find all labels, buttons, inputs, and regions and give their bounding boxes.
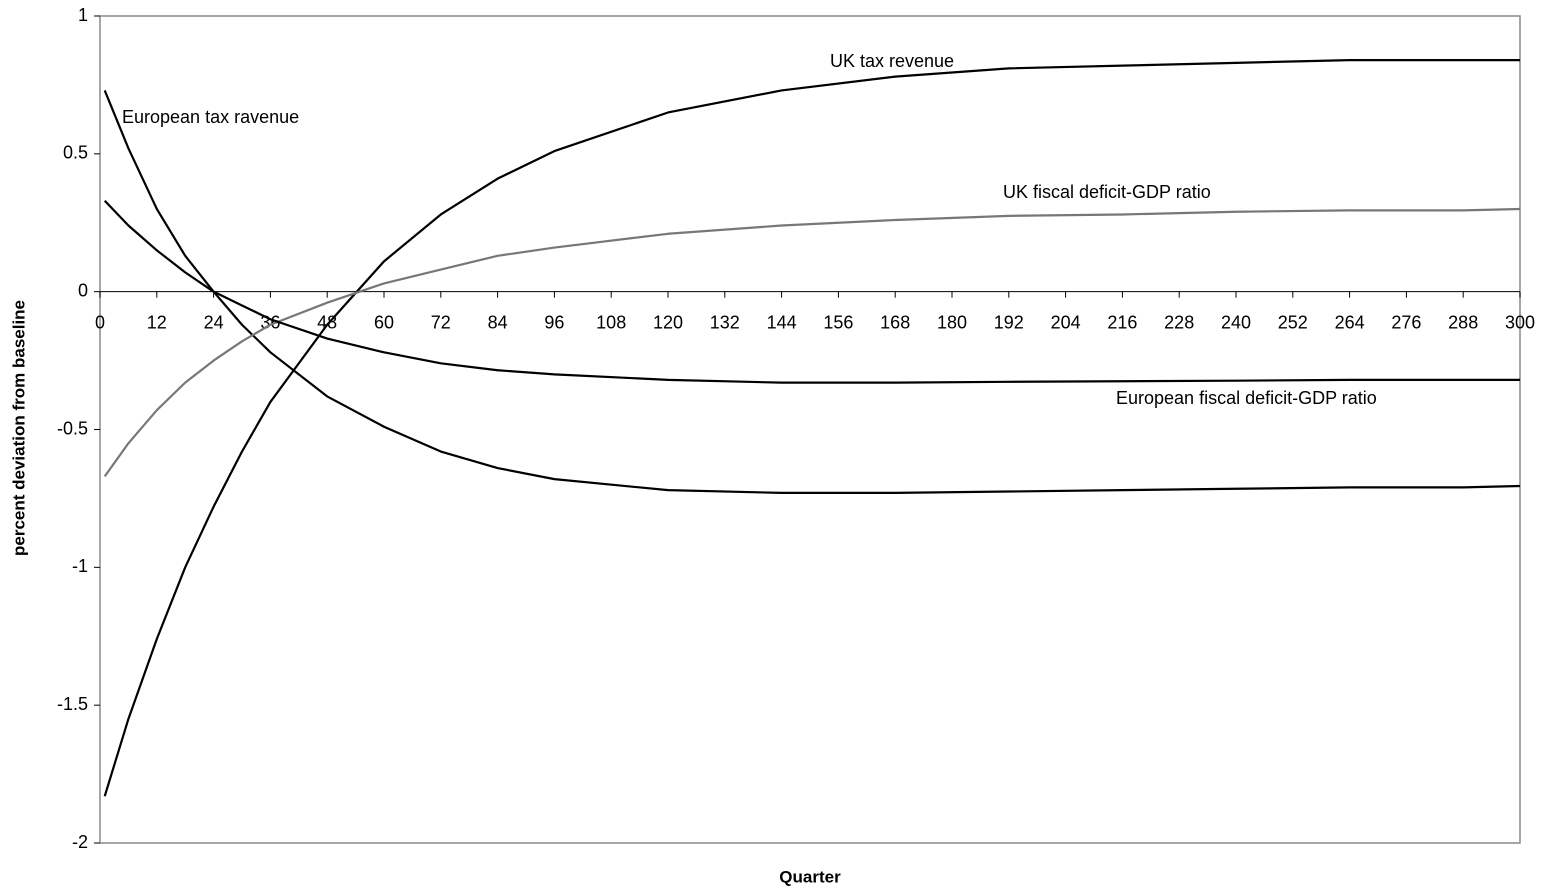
x-axis-title: Quarter <box>779 867 841 886</box>
x-tick-label: 132 <box>710 312 740 332</box>
y-tick-label: 0.5 <box>63 143 88 163</box>
x-tick-label: 24 <box>204 312 224 332</box>
x-tick-label: 12 <box>147 312 167 332</box>
x-tick-label: 168 <box>880 312 910 332</box>
x-tick-label: 120 <box>653 312 683 332</box>
y-tick-label: -0.5 <box>57 418 88 438</box>
series-line <box>103 90 1521 494</box>
x-tick-label: 60 <box>374 312 394 332</box>
x-tick-label: 288 <box>1448 312 1478 332</box>
x-tick-label: 144 <box>767 312 797 332</box>
x-tick-label: 192 <box>994 312 1024 332</box>
plot-frame <box>99 15 1521 844</box>
x-tick-label: 156 <box>823 312 853 332</box>
x-tick-label: 264 <box>1335 312 1365 332</box>
x-tick-label: 300 <box>1505 312 1535 332</box>
x-tick-label: 204 <box>1051 312 1081 332</box>
y-tick-label: 1 <box>78 5 88 25</box>
series-line <box>103 207 1521 478</box>
x-tick-label: 240 <box>1221 312 1251 332</box>
x-tick-label: 216 <box>1107 312 1137 332</box>
x-tick-label: 252 <box>1278 312 1308 332</box>
y-tick-label: 0 <box>78 280 88 300</box>
x-tick-label: 48 <box>317 312 337 332</box>
y-tick-label: -1.5 <box>57 694 88 714</box>
x-tick-label: 84 <box>488 312 508 332</box>
series-label: European tax ravenue <box>122 107 299 127</box>
x-tick-label: 180 <box>937 312 967 332</box>
x-tick-label: 0 <box>95 312 105 332</box>
y-tick-label: -2 <box>72 832 88 852</box>
series-line <box>103 59 1520 797</box>
y-tick-label: -1 <box>72 556 88 576</box>
x-tick-label: 96 <box>544 312 564 332</box>
y-axis-title: percent deviation from baseline <box>9 300 28 556</box>
series-label: UK fiscal deficit-GDP ratio <box>1003 182 1211 202</box>
x-tick-label: 108 <box>596 312 626 332</box>
series-line <box>103 199 1520 384</box>
x-tick-label: 72 <box>431 312 451 332</box>
series-label: UK tax revenue <box>830 51 954 71</box>
x-tick-label: 228 <box>1164 312 1194 332</box>
series-label: European fiscal deficit-GDP ratio <box>1116 388 1377 408</box>
x-tick-label: 276 <box>1391 312 1421 332</box>
